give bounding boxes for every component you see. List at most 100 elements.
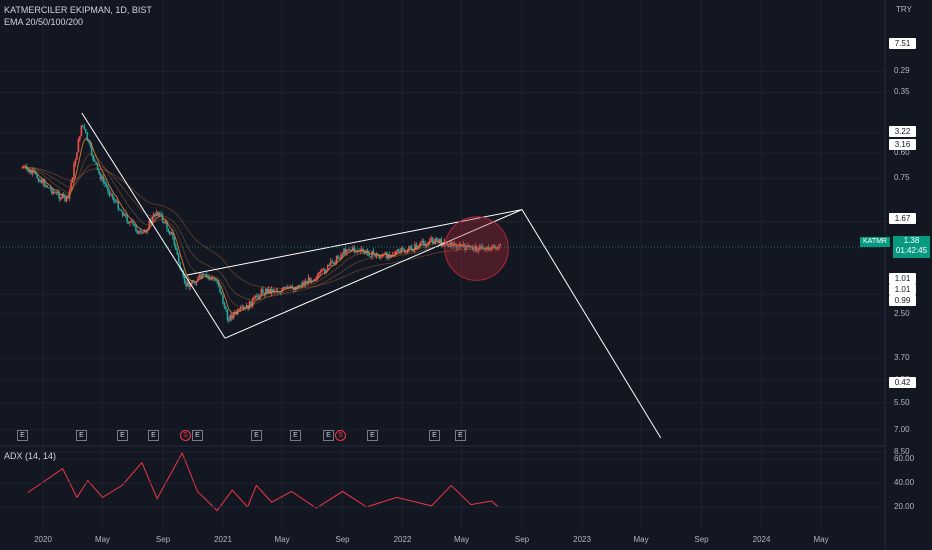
candle-body — [176, 249, 179, 255]
candle-body — [70, 182, 72, 191]
candle-body — [403, 249, 406, 252]
candle-body — [315, 278, 317, 280]
candle-body — [185, 283, 187, 287]
earnings-marker[interactable]: E — [429, 430, 440, 441]
candle-body — [338, 257, 341, 259]
currency-label: TRY — [896, 5, 912, 14]
candle-body — [194, 282, 196, 284]
candle-body — [397, 249, 400, 252]
candle-body — [133, 224, 136, 227]
candle-body — [73, 163, 75, 178]
time-tick-label: 2021 — [214, 535, 232, 544]
candle-body — [473, 249, 475, 251]
candle-body — [148, 220, 151, 230]
adx-tick-label: 60.00 — [894, 454, 915, 463]
earnings-marker[interactable]: E — [192, 430, 203, 441]
candle-body — [340, 254, 342, 259]
candle-body — [239, 307, 242, 309]
candle-body — [115, 200, 118, 202]
candle-body — [151, 217, 153, 223]
candle-body — [461, 245, 463, 247]
earnings-marker[interactable]: E — [76, 430, 87, 441]
candle-body — [222, 294, 224, 304]
wedge-support-line — [81, 112, 226, 339]
candle-body — [480, 245, 482, 247]
candle-body — [396, 249, 398, 252]
candle-body — [145, 230, 148, 232]
candle-body — [372, 250, 375, 255]
candle-body — [219, 287, 221, 293]
candle-body — [177, 254, 180, 263]
candle-body — [51, 188, 53, 194]
earnings-marker[interactable]: E — [455, 430, 466, 441]
candle-body — [102, 176, 105, 182]
candle-body — [154, 214, 156, 216]
candle-body — [408, 246, 410, 251]
split-marker[interactable]: S — [180, 430, 191, 441]
earnings-marker[interactable]: E — [290, 430, 301, 441]
candle-body — [436, 238, 438, 242]
candle-body — [264, 288, 267, 295]
candle-body — [31, 170, 34, 174]
adx-legend[interactable]: ADX (14, 14) — [4, 451, 57, 461]
candle-body — [343, 248, 345, 255]
candle-body — [371, 250, 373, 258]
ema-legend[interactable]: EMA 20/50/100/200 — [4, 17, 84, 27]
candle-body — [433, 242, 435, 244]
time-tick-label: May — [633, 535, 649, 544]
candle-body — [71, 177, 74, 183]
earnings-marker[interactable]: E — [117, 430, 128, 441]
candle-body — [87, 140, 90, 142]
candle-body — [126, 215, 128, 223]
candle-body — [92, 155, 94, 160]
current-price-tag: 1.38 01:42:45 — [893, 236, 930, 258]
candle-body — [45, 185, 47, 187]
candle-body — [37, 177, 40, 182]
candle-body — [347, 249, 350, 251]
earnings-marker[interactable]: E — [17, 430, 28, 441]
candle-body — [76, 152, 78, 160]
candle-body — [489, 249, 491, 251]
candle-body — [303, 282, 305, 285]
candle-body — [316, 275, 319, 279]
ema-line — [22, 163, 501, 301]
candle-body — [217, 281, 220, 288]
candle-body — [174, 244, 177, 250]
projection-line — [521, 209, 662, 439]
trend-drawings[interactable] — [0, 112, 885, 439]
candle-body — [52, 191, 55, 194]
candle-body — [238, 308, 241, 310]
candle-body — [160, 213, 162, 215]
candle-body — [34, 172, 37, 174]
candle-body — [28, 170, 31, 173]
candle-body — [319, 271, 322, 273]
candle-body — [33, 170, 35, 173]
candle-body — [65, 197, 68, 202]
candle-body — [216, 279, 218, 282]
candle-body — [442, 245, 444, 247]
candle-body — [293, 288, 295, 290]
candle-body — [369, 256, 372, 258]
candle-body — [157, 212, 159, 216]
candle-body — [455, 243, 457, 249]
candle-body — [375, 253, 378, 257]
earnings-marker[interactable]: E — [251, 430, 262, 441]
candle-body — [368, 253, 370, 257]
candle-body — [98, 170, 100, 174]
candle-body — [405, 251, 407, 253]
candle-body — [446, 242, 449, 246]
candle-body — [350, 249, 353, 251]
earnings-marker[interactable]: E — [367, 430, 378, 441]
symbol-title[interactable]: KATMERCILER EKIPMAN, 1D, BIST — [4, 5, 152, 15]
candle-body — [354, 251, 357, 253]
candle-body — [142, 232, 145, 234]
time-tick-label: 2023 — [573, 535, 591, 544]
earnings-marker[interactable]: E — [148, 430, 159, 441]
earnings-marker[interactable]: E — [323, 430, 334, 441]
split-marker[interactable]: S — [335, 430, 346, 441]
candle-body — [207, 277, 210, 279]
candle-body — [318, 272, 320, 276]
ema-line — [22, 166, 501, 289]
price-candles — [21, 123, 502, 324]
